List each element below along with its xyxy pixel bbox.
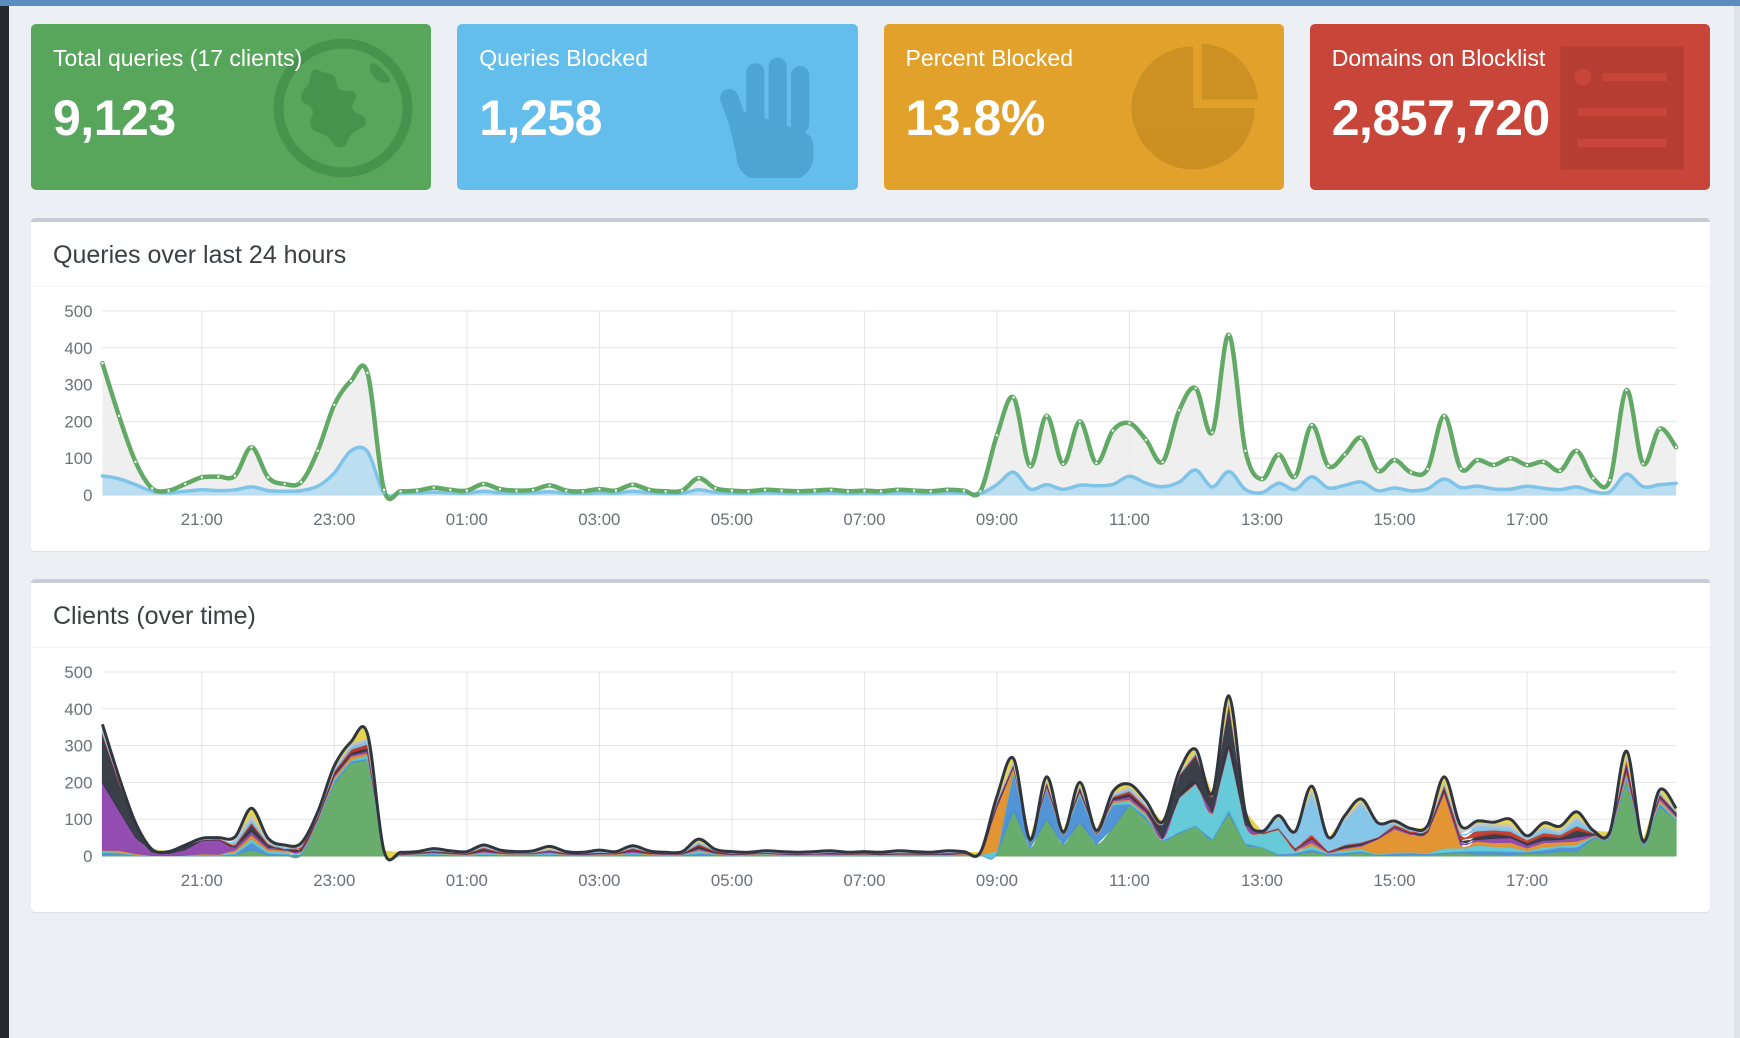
svg-text:0: 0 [83,847,92,866]
svg-text:05:00: 05:00 [711,871,753,890]
svg-text:09:00: 09:00 [976,510,1018,529]
panel-title: Clients (over time) [53,602,256,630]
svg-text:23:00: 23:00 [313,510,355,529]
svg-text:300: 300 [64,376,92,395]
svg-text:500: 500 [64,302,92,321]
svg-text:11:00: 11:00 [1109,510,1150,529]
clients-chart[interactable]: 0 100 200 300 400 500 21:00 23:00 01:00 03:00 05:0… [45,662,1688,902]
svg-text:100: 100 [64,449,92,468]
svg-text:01:00: 01:00 [446,871,488,890]
svg-text:15:00: 15:00 [1373,510,1415,529]
svg-text:100: 100 [64,810,92,829]
svg-text:09:00: 09:00 [976,871,1018,890]
stat-card-value: 1,258 [479,90,602,146]
panel-clients-over-time: Clients (over time) 0 100 200 300 400 500 21:0… [31,579,1710,912]
panel-body: 0 100 200 300 400 500 21:00 23:00 01:00 03:00 05:0… [31,648,1710,912]
svg-text:200: 200 [64,412,92,431]
panel-queries-over-time: Queries over last 24 hours 0 100 200 300 400… [31,218,1710,551]
svg-text:07:00: 07:00 [843,871,885,890]
svg-text:200: 200 [64,773,92,792]
dashboard-content: Total queries (17 clients) 9,123 [9,6,1734,1038]
svg-text:300: 300 [64,737,92,756]
stat-cards-row: Total queries (17 clients) 9,123 [31,24,1710,190]
stat-card-queries-blocked[interactable]: Queries Blocked 1,258 [457,24,858,190]
svg-text:13:00: 13:00 [1241,510,1283,529]
panel-header: Queries over last 24 hours [31,222,1710,287]
top-bar [0,0,1740,6]
stat-card-value: 2,857,720 [1331,90,1550,146]
panel-header: Clients (over time) [31,583,1710,648]
stat-card-label: Queries Blocked [479,45,648,71]
svg-text:21:00: 21:00 [181,871,223,890]
stat-card-total-queries[interactable]: Total queries (17 clients) 9,123 [31,24,432,190]
stat-card-value: 13.8% [905,90,1046,146]
stat-card-label: Domains on Blocklist [1331,45,1546,71]
stat-card-label: Percent Blocked [905,45,1073,71]
svg-text:05:00: 05:00 [711,510,753,529]
stat-card-label: Total queries (17 clients) [53,45,303,71]
svg-text:21:00: 21:00 [181,510,223,529]
right-edge [1734,6,1740,1038]
stat-card-percent-blocked[interactable]: Percent Blocked 13.8% [883,24,1284,190]
stat-card-domains-on-blocklist[interactable]: Domains on Blocklist 2,857,720 [1309,24,1710,190]
svg-text:17:00: 17:00 [1506,871,1548,890]
svg-text:0: 0 [83,486,92,505]
svg-text:17:00: 17:00 [1506,510,1548,529]
svg-text:07:00: 07:00 [843,510,885,529]
svg-text:11:00: 11:00 [1109,871,1150,890]
svg-text:03:00: 03:00 [578,871,620,890]
panel-title: Queries over last 24 hours [53,241,347,269]
queries-chart[interactable]: 0 100 200 300 400 500 21:00 23:00 01:00 03:00 05:0… [45,301,1688,541]
svg-text:400: 400 [64,339,92,358]
svg-text:500: 500 [64,663,92,682]
svg-text:23:00: 23:00 [313,871,355,890]
svg-text:15:00: 15:00 [1373,871,1415,890]
panel-body: 0 100 200 300 400 500 21:00 23:00 01:00 03:00 05:0… [31,287,1710,551]
svg-text:13:00: 13:00 [1241,871,1283,890]
svg-text:03:00: 03:00 [578,510,620,529]
svg-text:01:00: 01:00 [446,510,488,529]
stat-card-value: 9,123 [53,90,176,146]
sidebar-rail[interactable] [0,6,9,1038]
svg-text:400: 400 [64,700,92,719]
